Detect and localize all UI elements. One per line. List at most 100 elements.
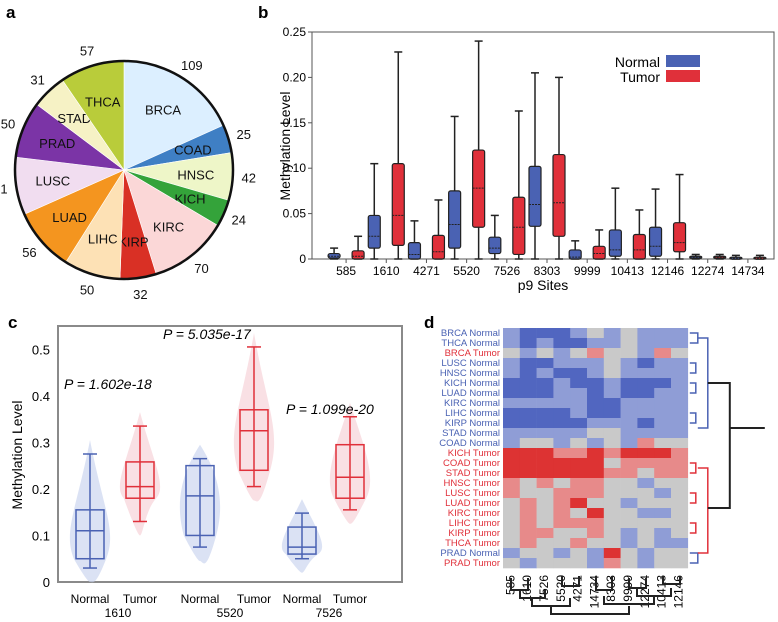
box [431,234,446,260]
x-tick-label: 14734 [731,264,765,278]
heatmap-cell [503,498,521,509]
heatmap-cell [620,548,638,559]
heatmap-cell [536,558,554,569]
heatmap-cell [620,518,638,529]
dendrogram-branch [697,337,709,429]
heatmap-cell [536,338,554,349]
pvalue-label: P = 1.602e-18 [64,376,152,392]
column-label: 5520 [554,575,568,602]
heatmap-cell [654,498,672,509]
heatmap-cell [503,378,521,389]
box [448,190,462,249]
heatmap-cell [536,378,554,389]
x-tick-label: Normal [283,592,322,606]
heatmap-cell [671,538,689,549]
heatmap-cell [587,368,605,379]
heatmap-cell [603,328,621,339]
heatmap-cell [603,418,621,429]
heatmap-cell [603,398,621,409]
y-tick-label: 0.1 [32,528,50,543]
heatmap-cell [553,448,571,459]
heatmap-cell [519,408,537,419]
heatmap-cell [654,548,672,559]
row-label: KIRP Tumor [448,528,500,539]
x-tick-label: 9999 [574,264,601,278]
heatmap-cell [603,548,621,559]
heatmap-cell [587,508,605,519]
heatmap-cell [553,558,571,569]
heatmap-cell [519,418,537,429]
heatmap-cell [553,398,571,409]
panel-label-a: a [6,3,16,22]
heatmap-cell [620,478,638,489]
heatmap-cell [519,428,537,439]
heatmap-cell [536,328,554,339]
heatmap-cell [620,408,638,419]
heatmap-cell [620,378,638,389]
x-tick-label: 5520 [453,264,480,278]
row-label: LUAD Normal [441,388,500,399]
heatmap-cell [603,438,621,449]
y-tick-label: 0.25 [283,25,307,39]
heatmap-cell [620,438,638,449]
pie-slice-label: LUSC [36,174,71,189]
heatmap-cell [553,478,571,489]
plot-frame [311,31,775,260]
heatmap-cell [637,438,655,449]
legend-swatch [666,70,700,82]
heatmap-cell [553,548,571,559]
heatmap-cell [620,398,638,409]
heatmap-cell [503,408,521,419]
heatmap-cell [587,358,605,369]
heatmap-cell [503,358,521,369]
heatmap-cell [519,488,537,499]
heatmap-cell [570,528,588,539]
heatmap-cell [519,348,537,359]
heatmap-cell [570,358,588,369]
heatmap-cell [503,468,521,479]
heatmap-cell [536,458,554,469]
heatmap-cell [620,348,638,359]
row-label: LUSC Tumor [445,488,500,499]
dendrogram-branch [595,576,613,591]
pie-slice-value: 56 [22,245,36,260]
heatmap-cell [570,558,588,569]
heatmap-cell [671,448,689,459]
pie-slice-value: 57 [80,44,94,59]
heatmap-cell [587,448,605,459]
y-tick-label: 0.2 [32,482,50,497]
dendrogram-branch [689,552,699,564]
x-tick-label: 10413 [611,264,645,278]
heatmap-cell [536,368,554,379]
pie-slice-value: 42 [242,171,256,186]
heatmap-cell [519,438,537,449]
heatmap-cell [519,398,537,409]
heatmap-cell [587,478,605,489]
heatmap-cell [519,388,537,399]
heatmap-cell [603,348,621,359]
dendrogram-branch [689,412,697,424]
heatmap-cell [654,408,672,419]
pie-slice-label: HNSC [177,167,214,182]
row-label: KIRC Normal [444,398,500,409]
pie-slice-value: 109 [181,58,203,73]
dendrogram-branch [689,362,697,374]
heatmap-cell [519,528,537,539]
heatmap-cell [570,378,588,389]
box [351,250,365,260]
panel-label-d: d [424,313,434,332]
heatmap-cell [503,418,521,429]
heatmap-cell [587,528,605,539]
heatmap-cell [620,358,638,369]
heatmap-cell [570,468,588,479]
heatmap-cell [654,478,672,489]
heatmap-cell [620,418,638,429]
heatmap-cell [637,538,655,549]
heatmap-cell [503,368,521,379]
y-tick-label: 0.5 [32,342,50,357]
heatmap-cell [570,548,588,559]
heatmap-cell [519,378,537,389]
dendrogram-branch [697,467,709,554]
column-label: 12274 [638,575,652,609]
